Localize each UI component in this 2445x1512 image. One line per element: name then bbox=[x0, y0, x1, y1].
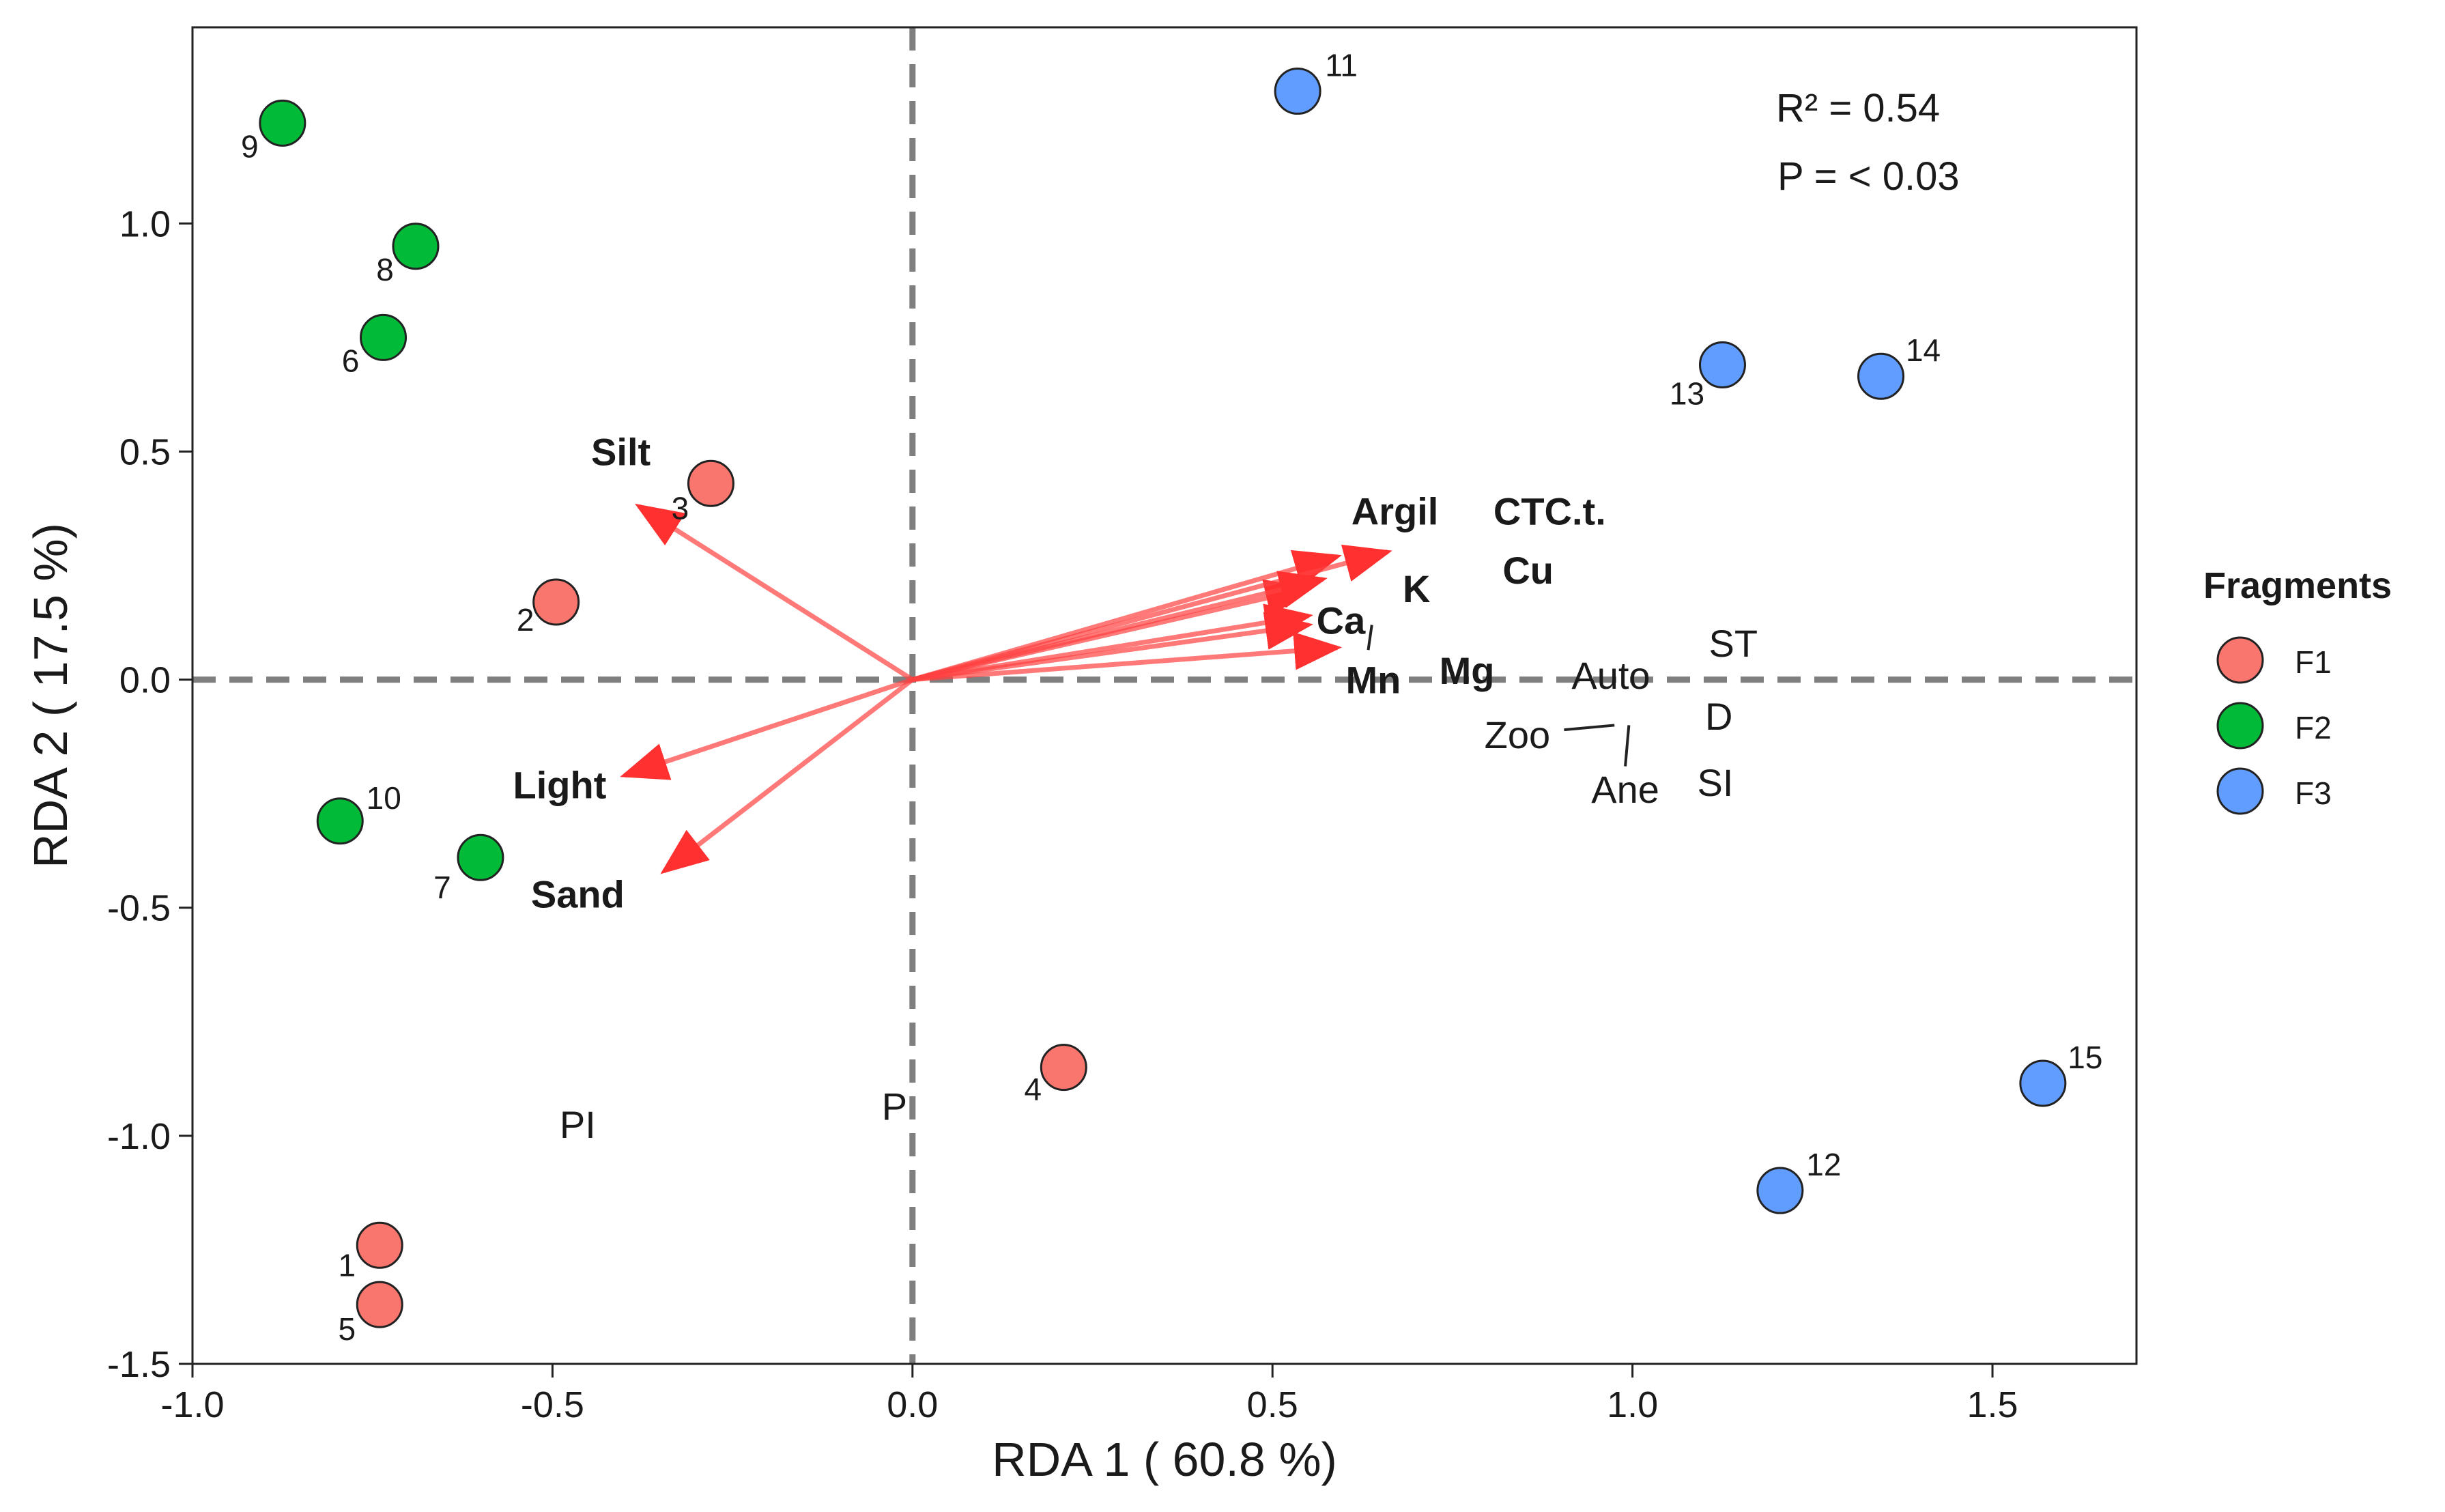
arrow-mn bbox=[912, 631, 1343, 683]
site-label: 12 bbox=[1806, 1147, 1841, 1182]
plot-panel bbox=[191, 26, 2138, 1365]
legend-key-f3 bbox=[2216, 767, 2264, 815]
p-value-annotation: P = < 0.03 bbox=[1777, 154, 1960, 199]
arrow-label: K bbox=[1403, 567, 1430, 610]
site-label: 5 bbox=[338, 1311, 356, 1347]
arrow-silt bbox=[635, 503, 914, 682]
site-label: 8 bbox=[376, 252, 394, 287]
site-point-11 bbox=[1274, 68, 1321, 115]
x-tick-label: 1.0 bbox=[1607, 1384, 1658, 1425]
y-tick-label: 0.5 bbox=[119, 431, 171, 472]
site-point-1 bbox=[356, 1221, 403, 1269]
legend-label-f1: F1 bbox=[2295, 644, 2332, 680]
x-tick-label: -1.0 bbox=[160, 1384, 224, 1425]
arrow-label: CTC.t. bbox=[1493, 489, 1606, 532]
site-point-10 bbox=[316, 797, 364, 845]
legend-label-f3: F3 bbox=[2295, 775, 2332, 811]
site-label: 9 bbox=[241, 128, 259, 164]
species-label: PI bbox=[560, 1103, 596, 1146]
legend-label-f2: F2 bbox=[2295, 710, 2332, 745]
x-axis-title: RDA 1 ( 60.8 %) bbox=[992, 1433, 1337, 1486]
x-tick-label: 1.5 bbox=[1967, 1384, 2018, 1425]
site-label: 7 bbox=[433, 870, 451, 905]
arrow-cu bbox=[911, 571, 1328, 683]
species-label: Ane bbox=[1591, 768, 1659, 811]
site-point-9 bbox=[259, 99, 306, 147]
site-label: 10 bbox=[367, 780, 401, 816]
y-tick-label: -1.0 bbox=[107, 1116, 171, 1157]
site-label: 1 bbox=[338, 1247, 356, 1283]
species-label: SI bbox=[1697, 761, 1733, 804]
arrow-mg bbox=[912, 612, 1313, 683]
species-label: ST bbox=[1709, 622, 1758, 665]
site-label: 4 bbox=[1025, 1072, 1042, 1107]
legend: Fragments F1 F2 F3 bbox=[2203, 565, 2392, 815]
arrow-label: Cu bbox=[1502, 549, 1554, 592]
legend-key-f1 bbox=[2216, 636, 2264, 684]
r-squared-annotation: R² = 0.54 bbox=[1776, 86, 1940, 130]
site-point-2 bbox=[532, 578, 580, 626]
y-tick-label: 0.0 bbox=[119, 660, 171, 701]
leader-line bbox=[1564, 724, 1615, 732]
site-point-15 bbox=[2019, 1059, 2067, 1107]
site-point-5 bbox=[356, 1281, 403, 1328]
arrow-label: Argil bbox=[1352, 489, 1439, 532]
site-label: 2 bbox=[517, 602, 534, 638]
species-label: Zoo bbox=[1485, 713, 1551, 756]
leader-line bbox=[1624, 725, 1631, 767]
site-point-13 bbox=[1698, 341, 1746, 389]
site-point-4 bbox=[1040, 1044, 1087, 1092]
arrow-label: Mn bbox=[1345, 659, 1401, 702]
species-label: P bbox=[882, 1085, 907, 1128]
site-point-3 bbox=[687, 459, 734, 507]
x-tick-label: 0.5 bbox=[1247, 1384, 1298, 1425]
site-label: 3 bbox=[672, 490, 689, 526]
arrow-label: Silt bbox=[591, 430, 650, 473]
arrow-light bbox=[620, 677, 913, 780]
site-label: 13 bbox=[1670, 376, 1704, 412]
site-label: 6 bbox=[342, 343, 360, 378]
arrow-sand bbox=[660, 677, 914, 874]
arrow-label: Mg bbox=[1440, 649, 1495, 692]
x-tick-label: -0.5 bbox=[521, 1384, 584, 1425]
site-point-14 bbox=[1857, 352, 1905, 400]
y-tick-label: 1.0 bbox=[119, 203, 171, 244]
site-label: 14 bbox=[1906, 332, 1941, 368]
y-tick-label: -0.5 bbox=[107, 888, 171, 929]
site-point-6 bbox=[360, 313, 408, 361]
site-point-7 bbox=[457, 833, 504, 881]
species-label: Auto bbox=[1571, 654, 1650, 697]
site-point-12 bbox=[1756, 1167, 1804, 1214]
y-axis-title: RDA 2 ( 17.5 %) bbox=[24, 523, 77, 868]
species-label: D bbox=[1705, 695, 1732, 738]
site-point-8 bbox=[392, 223, 440, 270]
site-label: 15 bbox=[2068, 1040, 2102, 1075]
site-label: 11 bbox=[1325, 48, 1358, 83]
x-tick-label: 0.0 bbox=[887, 1384, 938, 1425]
arrow-label: Ca bbox=[1317, 599, 1366, 642]
legend-title: Fragments bbox=[2203, 565, 2392, 606]
leader-line bbox=[1367, 625, 1373, 651]
y-tick-label: -1.5 bbox=[107, 1344, 171, 1385]
arrow-label: Sand bbox=[531, 873, 625, 916]
arrow-label: Light bbox=[513, 763, 607, 806]
legend-key-f2 bbox=[2216, 702, 2264, 750]
